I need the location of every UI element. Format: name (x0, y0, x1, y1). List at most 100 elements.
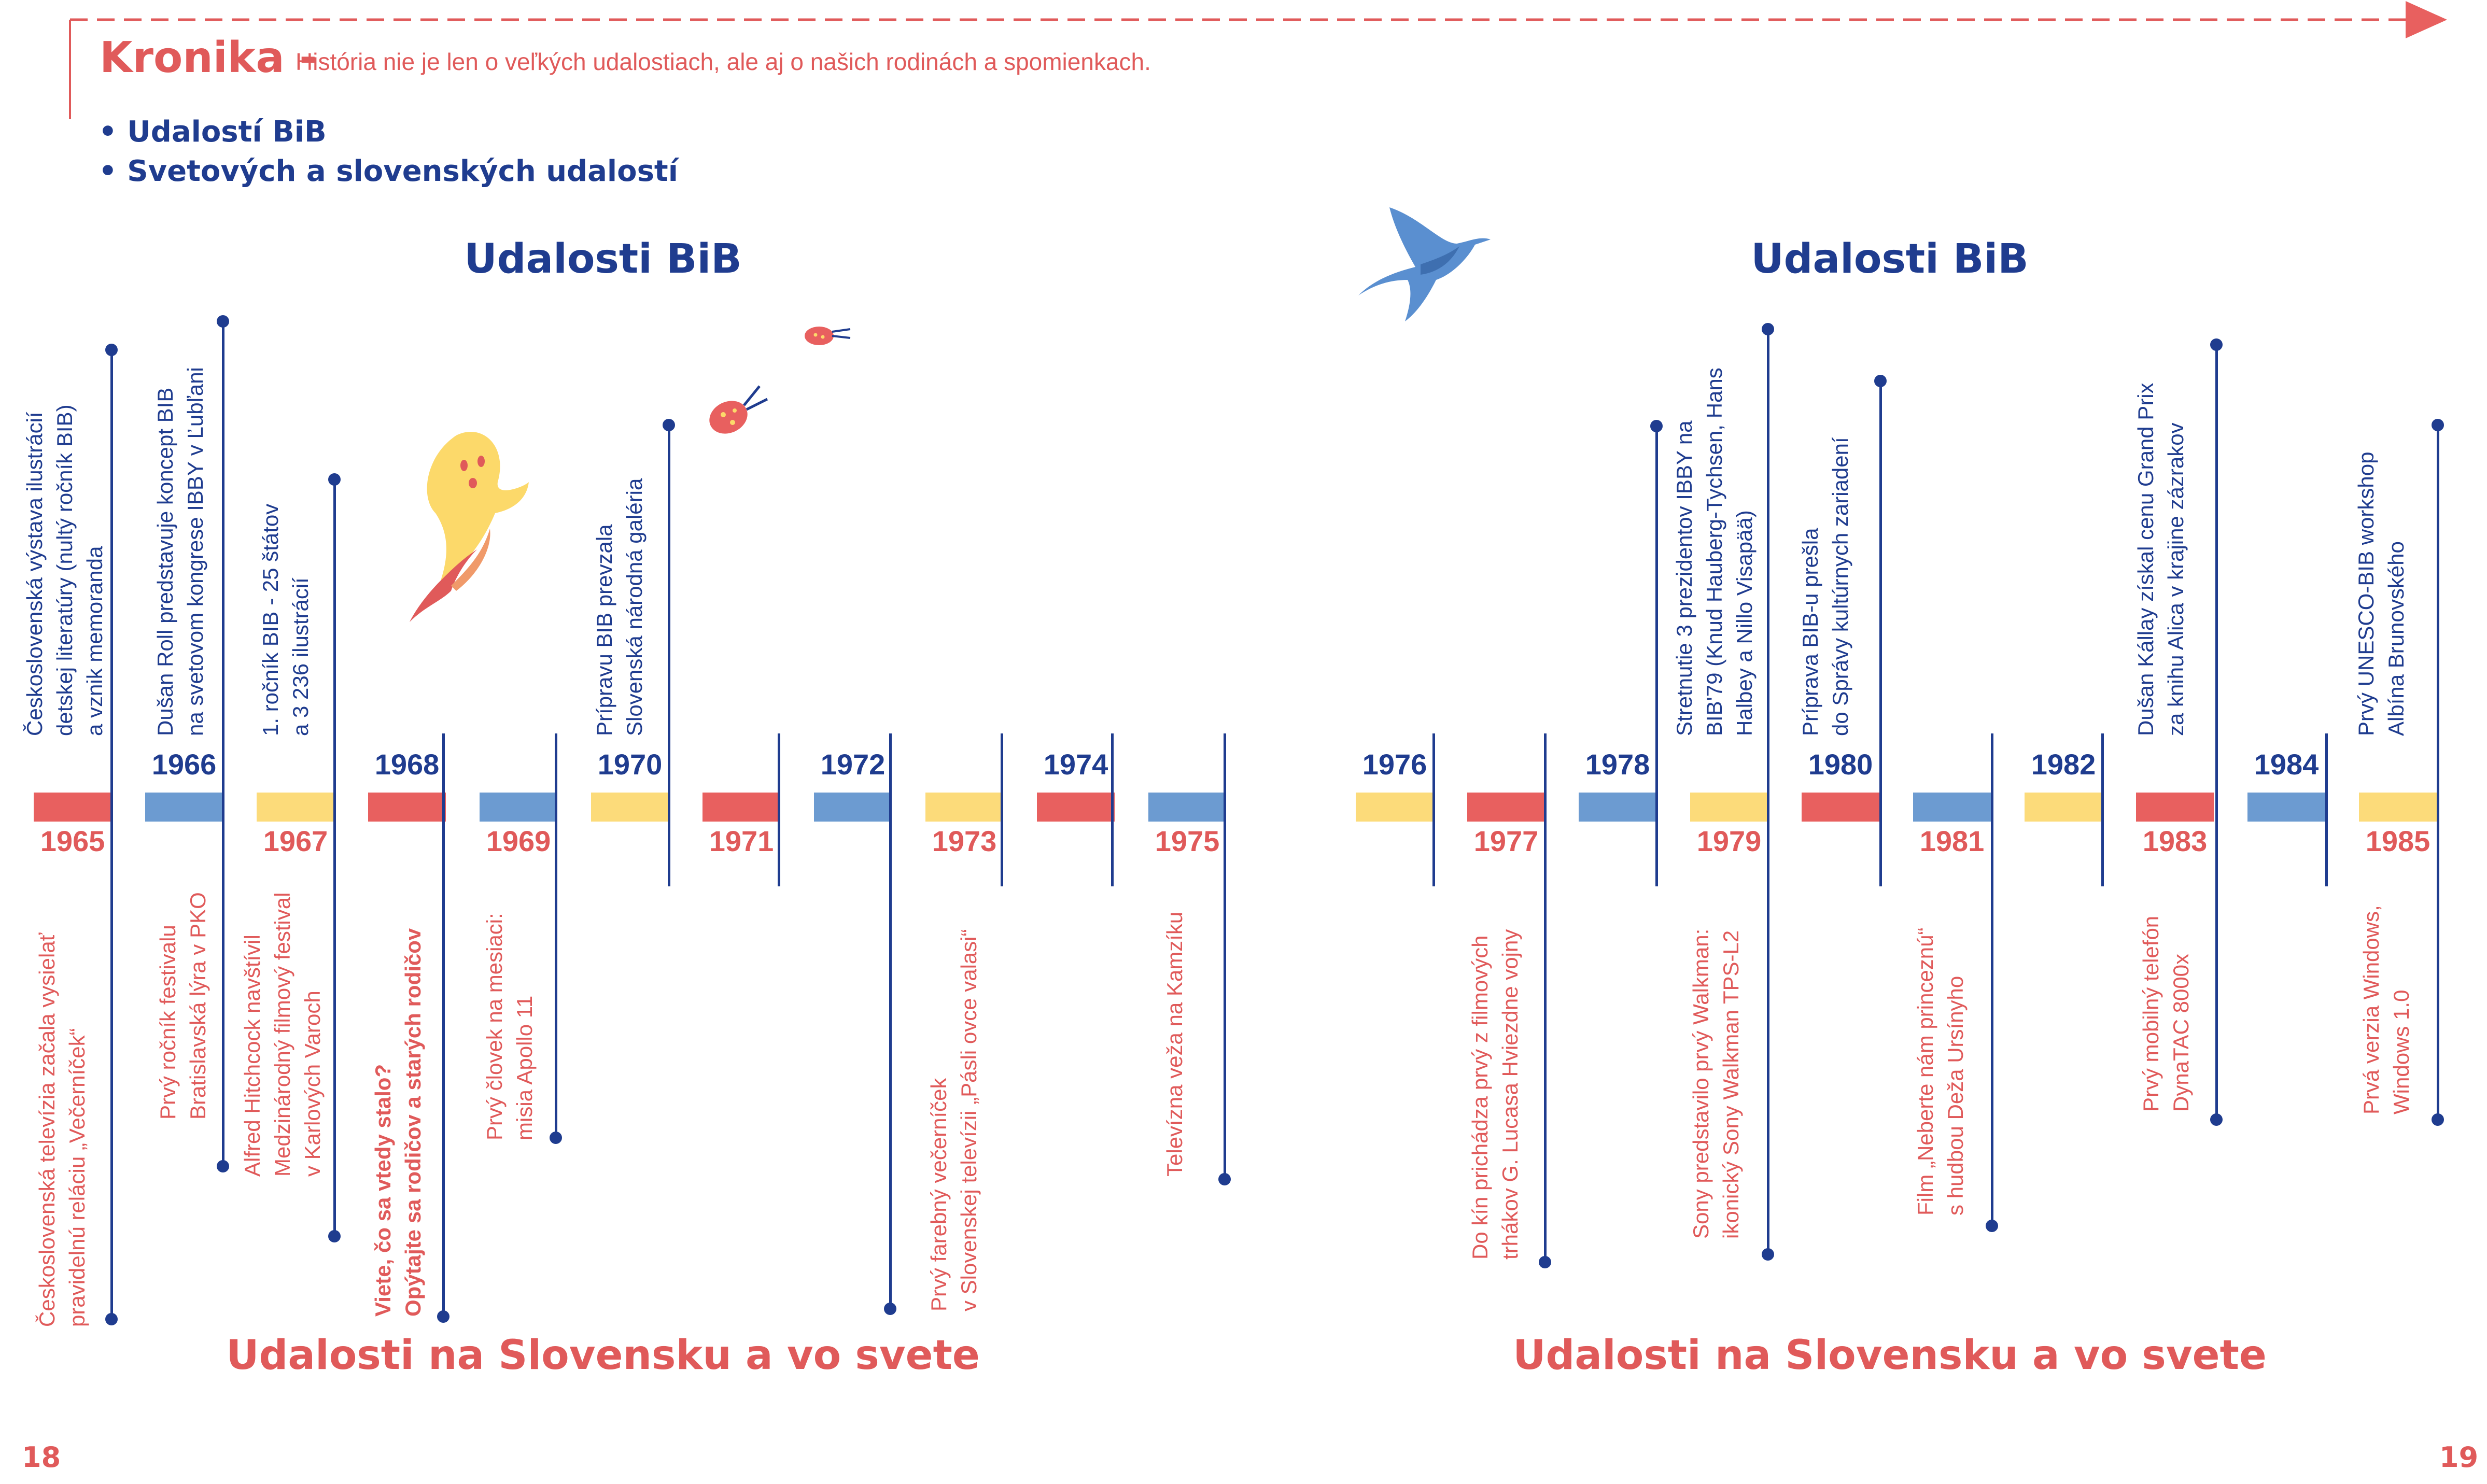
year-label-1980: 1980 (1808, 748, 1873, 781)
year-label-1974: 1974 (1043, 748, 1108, 781)
year-bar-1970 (591, 793, 669, 822)
year-label-1979: 1979 (1696, 825, 1762, 857)
page-subtitle: História nie je len o veľkých udalostiac… (296, 48, 1151, 75)
year-bar-1981 (1913, 793, 1991, 822)
section-title-bib-right: Udalosti BiB (1751, 236, 2029, 282)
year-label-1981: 1981 (1919, 825, 1985, 857)
year-bar-1983 (2136, 793, 2214, 822)
page-number-right: 19 (2439, 1441, 2479, 1474)
connector-dot (328, 1230, 341, 1242)
category-world: • Svetových a slovenských udalostí (99, 154, 678, 188)
connector-line (1991, 733, 1993, 1226)
bib-event-1966: Dušan Roll predstavuje koncept BIB na sv… (153, 367, 207, 736)
year-bar-1972 (814, 793, 892, 822)
section-title-bib-left: Udalosti BiB (464, 236, 742, 282)
year-bar-1978 (1579, 793, 1656, 822)
year-bar-1967 (257, 793, 334, 822)
world-event-1983: Prvý mobilný telefón DynaTAC 8000x (2139, 915, 2193, 1112)
connector-line (222, 321, 224, 1166)
world-event-1968: Viete, čo sa vtedy stalo? Opýtajte sa ro… (371, 928, 425, 1317)
world-event-1985: Prvá verzia Windows, Windows 1.0 (2359, 905, 2413, 1114)
world-event-1965: Československá televízia začala vysielať… (35, 932, 89, 1327)
year-bar-1968 (368, 793, 446, 822)
year-label-1976: 1976 (1362, 748, 1427, 781)
connector-dot (2432, 419, 2444, 431)
connector-dot (1762, 1248, 1774, 1261)
year-label-1967: 1967 (263, 825, 328, 857)
year-label-1970: 1970 (597, 748, 663, 781)
year-bar-1985 (2359, 793, 2437, 822)
year-bar-1966 (145, 793, 223, 822)
year-bar-1975 (1148, 793, 1226, 822)
world-event-1967: Alfred Hitchcock navštívil Medzinárodný … (240, 892, 325, 1177)
connector-line (778, 733, 780, 886)
year-label-1973: 1973 (932, 825, 997, 857)
year-label-1985: 1985 (2365, 825, 2430, 857)
connector-line (2325, 733, 2328, 886)
connector-line (1879, 381, 1882, 886)
world-event-1979: Sony predstavilo prvý Walkman: ikonický … (1689, 928, 1743, 1239)
connector-line (2215, 345, 2218, 1120)
year-bar-1974 (1037, 793, 1115, 822)
connector-dot (1539, 1256, 1551, 1268)
connector-line (555, 733, 557, 1138)
world-event-1975: Televízna veža na Kamzíku (1162, 911, 1187, 1177)
year-bar-1977 (1467, 793, 1545, 822)
connector-line (333, 479, 336, 1236)
connector-line (889, 733, 892, 1309)
year-bar-1976 (1356, 793, 1434, 822)
year-label-1972: 1972 (820, 748, 886, 781)
connector-line (1767, 329, 1769, 1254)
year-bar-1979 (1690, 793, 1768, 822)
year-label-1966: 1966 (151, 748, 217, 781)
connector-dot (2210, 338, 2223, 351)
year-label-1983: 1983 (2142, 825, 2208, 857)
connector-dot (1650, 420, 1663, 432)
year-bar-1965 (34, 793, 111, 822)
page-number-left: 18 (22, 1441, 61, 1474)
connector-dot (328, 473, 341, 486)
connector-line (1224, 733, 1226, 1179)
bird-icon (1358, 207, 1491, 321)
connector-line (1544, 733, 1547, 1262)
bib-event-1985: Prvý UNESCO-BIB workshop Albína Brunovsk… (2354, 451, 2408, 736)
year-label-1969: 1969 (486, 825, 551, 857)
world-event-1977: Do kín prichádza prvý z filmových trháko… (1468, 929, 1522, 1260)
connector-dot (1986, 1220, 1998, 1232)
connector-dot (2432, 1113, 2444, 1126)
year-bar-1971 (702, 793, 780, 822)
connector-line (1655, 426, 1658, 886)
connector-dot (105, 1313, 118, 1325)
year-bar-1984 (2247, 793, 2325, 822)
year-label-1982: 1982 (2031, 748, 2096, 781)
year-label-1968: 1968 (374, 748, 440, 781)
year-label-1984: 1984 (2254, 748, 2319, 781)
connector-line (110, 350, 113, 1319)
connector-dot (437, 1310, 449, 1323)
connector-line (668, 425, 670, 886)
connector-line (1111, 733, 1114, 886)
year-bar-1969 (480, 793, 557, 822)
connector-dot (550, 1132, 562, 1144)
world-event-1981: Film „Neberte nám princeznú“ s hudbou De… (1913, 927, 1968, 1216)
connector-line (1432, 733, 1435, 886)
connector-dot (1762, 323, 1774, 335)
year-label-1971: 1971 (709, 825, 774, 857)
section-title-world-right: Udalosti na Slovensku a vo svete (1513, 1332, 2267, 1379)
bib-event-1983: Dušan Kállay získal cenu Grand Prix za k… (2133, 383, 2188, 736)
connector-dot (217, 315, 229, 328)
connector-dot (217, 1160, 229, 1172)
year-bar-1980 (1802, 793, 1879, 822)
year-label-1977: 1977 (1473, 825, 1539, 857)
section-title-world-left: Udalosti na Slovensku a vo svete (226, 1332, 980, 1379)
year-label-1965: 1965 (40, 825, 105, 857)
page-title: Kronika - (100, 33, 317, 82)
ghost-illustration (410, 432, 529, 622)
connector-line (2101, 733, 2104, 886)
year-bar-1973 (925, 793, 1003, 822)
connector-dot (1218, 1173, 1231, 1185)
bib-event-1965: Československá výstava ilustrácií detske… (22, 404, 107, 736)
world-event-1966: Prvý ročník festivalu Bratislavská lýra … (156, 892, 210, 1120)
connector-line (442, 733, 445, 1317)
year-label-1978: 1978 (1585, 748, 1650, 781)
